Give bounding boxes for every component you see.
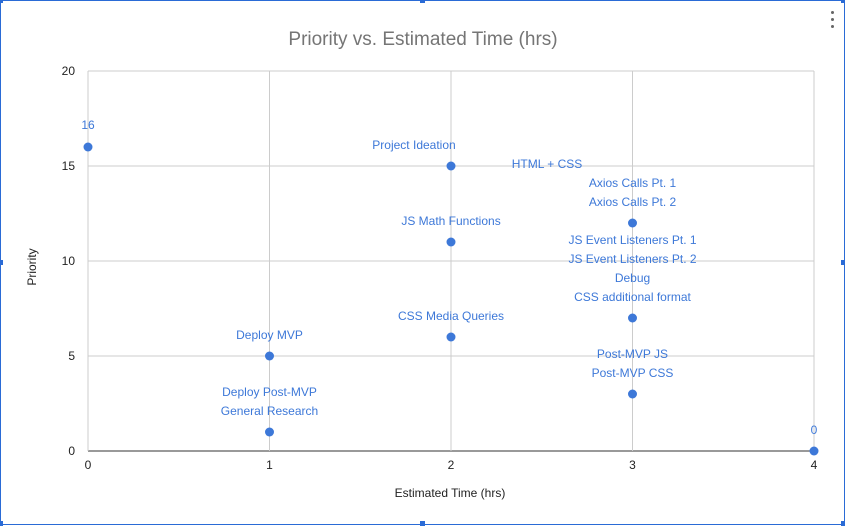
data-point[interactable] bbox=[446, 237, 456, 247]
data-label: Deploy Post-MVP bbox=[222, 385, 317, 399]
y-tick-labels: 0 5 10 15 20 bbox=[62, 64, 76, 458]
chart-menu-icon[interactable] bbox=[827, 9, 839, 31]
data-point[interactable] bbox=[265, 351, 274, 361]
y-tick-label: 10 bbox=[62, 254, 76, 268]
x-axis-label: Estimated Time (hrs) bbox=[395, 486, 506, 500]
data-label: General Research bbox=[221, 404, 318, 418]
resize-handle-left[interactable] bbox=[0, 260, 3, 265]
data-label: JS Event Listeners Pt. 1 bbox=[568, 233, 696, 247]
data-label: 16 bbox=[81, 118, 95, 132]
data-label: 0 bbox=[811, 423, 818, 437]
data-point[interactable] bbox=[446, 161, 456, 171]
data-label: CSS Media Queries bbox=[398, 309, 504, 323]
data-label: JS Math Functions bbox=[401, 214, 500, 228]
data-label: Axios Calls Pt. 2 bbox=[589, 195, 677, 209]
data-label: Debug bbox=[615, 271, 650, 285]
y-tick-label: 20 bbox=[62, 64, 76, 78]
data-labels: 16 Project Ideation HTML + CSS Axios Calls … bbox=[81, 118, 817, 437]
resize-handle-top-right[interactable] bbox=[841, 0, 845, 3]
y-tick-label: 0 bbox=[68, 444, 75, 458]
y-axis-label: Priority bbox=[25, 248, 39, 285]
x-tick-label: 3 bbox=[629, 458, 636, 472]
data-label: CSS additional format bbox=[574, 290, 691, 304]
data-label: JS Event Listeners Pt. 2 bbox=[568, 252, 696, 266]
data-point[interactable] bbox=[446, 332, 456, 342]
data-label: Post-MVP CSS bbox=[592, 366, 674, 380]
x-tick-label: 0 bbox=[85, 458, 92, 472]
data-label: Project Ideation bbox=[372, 138, 455, 152]
resize-handle-right[interactable] bbox=[841, 260, 845, 265]
resize-handle-bottom-left[interactable] bbox=[0, 521, 3, 526]
data-label: Post-MVP JS bbox=[597, 347, 668, 361]
data-point[interactable] bbox=[628, 313, 637, 323]
x-tick-label: 1 bbox=[266, 458, 273, 472]
x-tick-label: 4 bbox=[811, 458, 818, 472]
x-tick-label: 2 bbox=[448, 458, 455, 472]
chart-title: Priority vs. Estimated Time (hrs) bbox=[288, 29, 557, 50]
data-point[interactable] bbox=[628, 389, 637, 399]
resize-handle-top-left[interactable] bbox=[0, 0, 3, 3]
x-tick-labels: 0 1 2 3 4 bbox=[85, 458, 818, 472]
y-tick-label: 5 bbox=[68, 349, 75, 363]
data-label: Deploy MVP bbox=[236, 328, 303, 342]
resize-handle-top[interactable] bbox=[420, 0, 425, 3]
data-point[interactable] bbox=[628, 218, 637, 228]
data-label: Axios Calls Pt. 1 bbox=[589, 176, 677, 190]
grid-lines bbox=[87, 70, 815, 452]
resize-handle-bottom[interactable] bbox=[420, 521, 425, 526]
data-label: HTML + CSS bbox=[512, 157, 583, 171]
data-points bbox=[83, 142, 819, 456]
data-point[interactable] bbox=[265, 427, 274, 437]
data-point[interactable] bbox=[83, 142, 93, 152]
y-tick-label: 15 bbox=[62, 159, 76, 173]
data-point[interactable] bbox=[809, 446, 819, 456]
resize-handle-bottom-right[interactable] bbox=[841, 521, 845, 526]
